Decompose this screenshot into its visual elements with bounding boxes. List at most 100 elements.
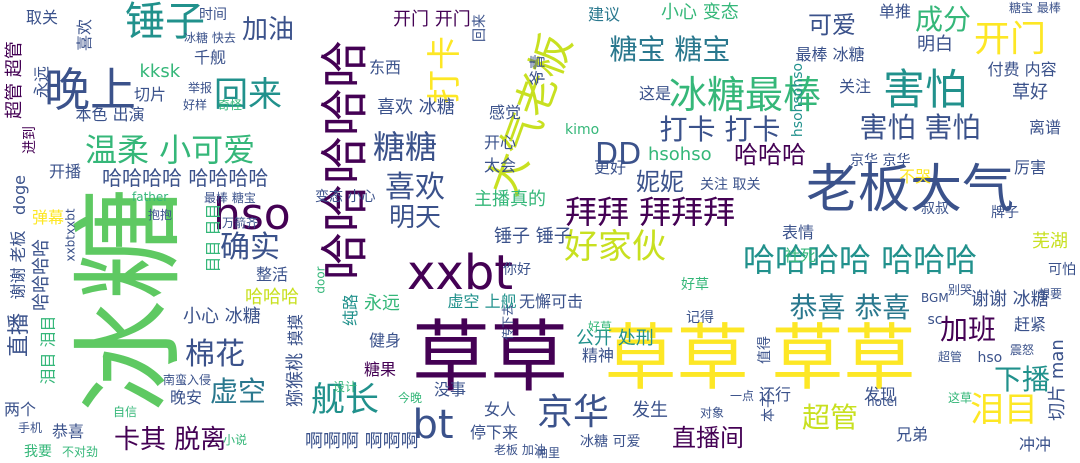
cloud-word: 社死 (784, 246, 817, 265)
cloud-word: 别哭 (948, 283, 973, 297)
cloud-word: 京华 (537, 392, 610, 433)
cloud-word: 赶紧 (1014, 315, 1047, 334)
cloud-word: 谢谢 冰糖 (971, 289, 1049, 310)
cloud-word: 关注 取关 (700, 177, 761, 193)
cloud-word: 主播真的 (474, 189, 546, 210)
cloud-word: 好草 (588, 320, 613, 334)
cloud-word: bt (412, 402, 454, 448)
cloud-word: 好家伙 (564, 227, 666, 267)
cloud-word: 老板 加油 (494, 443, 546, 457)
cloud-word: 感觉 (489, 103, 522, 122)
cloud-word: 最棒 糖宝 (204, 191, 256, 205)
cloud-word: 发生 (632, 400, 668, 421)
cloud-word: 直播间 (672, 424, 744, 452)
cloud-word: hso (213, 189, 291, 240)
cloud-word: 回来 (214, 75, 282, 115)
cloud-word: 兄弟 (896, 425, 929, 444)
cloud-word: BGM (921, 291, 949, 305)
cloud-word: 爷青 (528, 53, 548, 87)
cloud-word: 草草 (412, 313, 569, 403)
cloud-word: 对象 (700, 406, 725, 420)
cloud-word: 抱抱 (148, 208, 173, 222)
cloud-word: 加油 (242, 15, 295, 45)
cloud-word: 永远 (32, 65, 52, 99)
cloud-word: 喜欢 (385, 170, 445, 205)
cloud-word: 冲冲 (1019, 435, 1052, 454)
cloud-word: 厉害 (1014, 158, 1047, 177)
cloud-word: 自信 (113, 405, 138, 419)
cloud-word: 离谱 (1029, 118, 1062, 137)
cloud-word: 传下去 (501, 303, 516, 341)
cloud-word: kimo (565, 122, 600, 138)
cloud-word: 永远 (364, 293, 400, 314)
cloud-word: 取关 (26, 8, 59, 27)
cloud-word: 恭喜 (52, 422, 85, 441)
cloud-word: 叔叔 (921, 201, 949, 217)
cloud-word: 锤子 锤子 (494, 226, 572, 247)
cloud-word: xxbtxxbt (63, 208, 78, 262)
cloud-word: 回来 (472, 14, 488, 42)
cloud-word: 京华 京华 (850, 153, 911, 169)
cloud-word: 开门 (974, 19, 1047, 60)
cloud-word: 想要 (1038, 287, 1063, 301)
cloud-word: 设计 (333, 380, 358, 394)
cloud-word: 晚上 (44, 63, 136, 117)
cloud-word: 切片 (134, 85, 167, 104)
cloud-word: 两个 (4, 400, 37, 419)
cloud-word: 温柔 小可爱 (85, 131, 256, 169)
cloud-word: 确实 (220, 230, 280, 265)
cloud-word: 妮妮 (636, 168, 684, 196)
cloud-word: 开门 开门 (393, 9, 471, 30)
cloud-word: 喜欢 冰糖 (377, 97, 455, 118)
cloud-word: hsohsohso (790, 62, 807, 138)
cloud-word: 表情 (782, 223, 815, 242)
cloud-word: 糖果 (364, 360, 397, 379)
cloud-word: 整活 (256, 265, 289, 284)
cloud-word: 你好 (503, 262, 531, 278)
cloud-word: 更好 (594, 158, 627, 177)
cloud-word: 南蛮入侵 (163, 373, 212, 387)
cloud-word: sc (927, 312, 943, 328)
cloud-word: 哈哈哈 (734, 141, 806, 169)
cloud-word: 今晚 (398, 391, 423, 405)
cloud-word: 没事 (434, 380, 467, 399)
cloud-word: 芜湖 (1032, 231, 1068, 252)
cloud-word: 停下来 (470, 423, 519, 442)
cloud-word: 本色 出演 (75, 105, 145, 124)
cloud-word: 哈哈哈 (245, 287, 299, 308)
cloud-word: 牌子 (991, 205, 1019, 221)
cloud-word: 泪目 泪目 (38, 315, 58, 385)
cloud-word: 开播 (49, 162, 82, 181)
cloud-word: 进到 (22, 126, 38, 154)
cloud-word: 卡其 脱离 (114, 425, 227, 455)
cloud-word: 锤子 (125, 0, 205, 45)
cloud-word: 健身 (369, 331, 402, 350)
cloud-word: 超管 (802, 401, 859, 434)
cloud-word: 老板大气 (806, 160, 1015, 220)
cloud-word: 时间 (199, 7, 227, 23)
cloud-word: 小心 冰糖 (183, 306, 261, 327)
cloud-word: 最棒 冰糖 (795, 45, 865, 64)
cloud-word: 震怒 (1010, 343, 1035, 357)
cloud-word: 可爱 (808, 11, 856, 39)
cloud-word: 打卡 打卡 (659, 113, 781, 146)
cloud-word: 虚空 (210, 375, 267, 408)
cloud-word: 糖宝 最棒 (1009, 1, 1061, 15)
cloud-word: 哈哈哈哈 (31, 239, 52, 311)
cloud-word: 直播 (7, 312, 33, 358)
cloud-word: 恭喜 恭喜 (789, 291, 911, 324)
cloud-word: 不哭 (899, 167, 932, 186)
cloud-word: father (132, 190, 169, 204)
cloud-word: 哈哈哈哈哈 (317, 39, 374, 281)
cloud-word: 下播 (994, 363, 1051, 396)
cloud-word: 手机 (18, 421, 43, 435)
cloud-word: 可怕 (1048, 262, 1076, 278)
cloud-word: 千舰 (194, 48, 227, 67)
cloud-word: 还行 (759, 385, 792, 404)
cloud-word: hsohso (648, 144, 712, 165)
cloud-word: 冰糖最棒 (669, 73, 822, 117)
cloud-word: 超管 (938, 350, 963, 364)
cloud-word: 值得 (757, 336, 773, 364)
cloud-word: 猕猴桃 (285, 353, 306, 407)
cloud-word: 冰糖 可爱 (580, 434, 641, 450)
